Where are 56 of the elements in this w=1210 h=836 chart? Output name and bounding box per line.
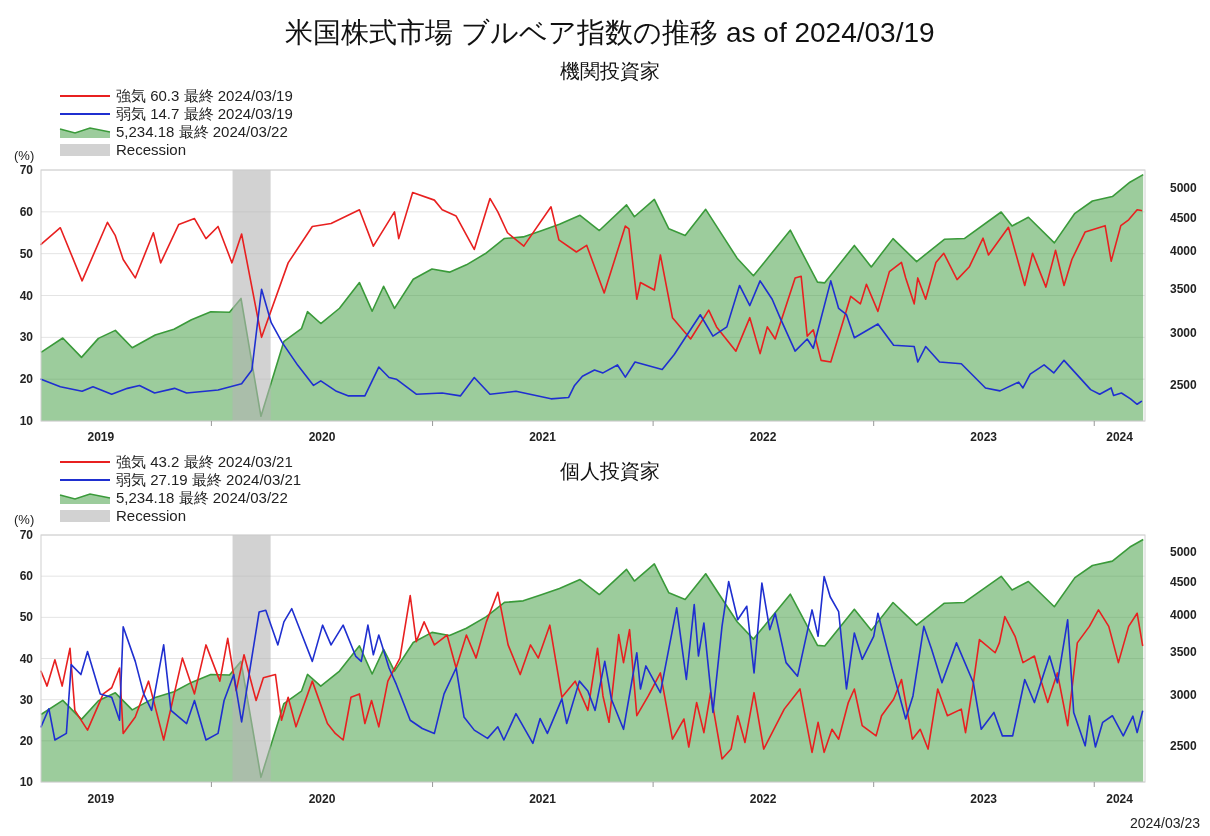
x-tick-label: 2019: [87, 430, 115, 444]
legend-label: 弱気 27.19 最終 2024/03/21: [116, 471, 302, 488]
x-tick-label: 2021: [529, 792, 557, 806]
y2-tick-label: 2500: [1170, 377, 1198, 392]
legend-label: 5,234.18 最終 2024/03/22: [116, 489, 288, 506]
line-series: [40, 280, 1143, 406]
y2-tick-label: 4000: [1170, 244, 1198, 259]
y-tick-label: 10: [19, 414, 34, 428]
y-axis-title: (%): [14, 148, 35, 163]
y2-tick-label: 3000: [1170, 688, 1198, 703]
y2-tick-label: 4500: [1170, 574, 1198, 589]
y2-tick-label: 4500: [1170, 210, 1198, 225]
x-tick-label: 2023: [970, 792, 998, 806]
y-tick-label: 20: [19, 733, 34, 748]
chart-subtitle: 機関投資家: [560, 60, 660, 82]
y-tick-label: 30: [19, 692, 34, 707]
legend-label: 強気 60.3 最終 2024/03/19: [116, 87, 293, 104]
legend-label: Recession: [116, 141, 187, 158]
x-tick-label: 2024: [1106, 792, 1134, 806]
y2-tick-label: 2500: [1170, 739, 1198, 754]
y2-tick-label: 5000: [1170, 545, 1198, 560]
line-series: [40, 591, 1144, 760]
x-tick-label: 2020: [308, 792, 336, 806]
legend-label: 5,234.18 最終 2024/03/22: [116, 123, 288, 140]
x-tick-label: 2024: [1106, 430, 1134, 444]
x-tick-label: 2023: [970, 430, 998, 444]
y-tick-label: 50: [19, 610, 34, 625]
y2-tick-label: 3000: [1170, 325, 1198, 340]
legend-label: 強気 43.2 最終 2024/03/21: [116, 453, 293, 470]
x-tick-label: 2020: [308, 430, 336, 444]
x-tick-label: 2022: [749, 430, 777, 444]
y-tick-label: 40: [19, 651, 34, 666]
line-series: [40, 575, 1144, 748]
y-tick-label: 70: [19, 528, 34, 542]
y-tick-label: 60: [19, 204, 34, 219]
x-tick-label: 2021: [529, 430, 557, 444]
x-tick-label: 2019: [87, 792, 115, 806]
chart-title: 個人投資家: [560, 460, 660, 482]
y-axis-title: (%): [14, 512, 35, 527]
y-tick-label: 50: [19, 246, 34, 261]
y2-tick-label: 3500: [1170, 645, 1198, 660]
legend-label: 弱気 14.7 最終 2024/03/19: [116, 105, 293, 122]
y-tick-label: 20: [19, 372, 34, 387]
y-tick-label: 60: [19, 569, 34, 584]
legend-label: Recession: [116, 507, 187, 524]
y2-tick-label: 4000: [1170, 607, 1198, 622]
line-series: [40, 191, 1143, 363]
x-tick-label: 2022: [749, 792, 777, 806]
y-tick-label: 40: [19, 288, 34, 303]
y-tick-label: 30: [19, 330, 34, 345]
y-tick-label: 70: [19, 163, 34, 177]
y2-tick-label: 3500: [1170, 282, 1198, 297]
y-tick-label: 10: [19, 775, 34, 789]
chart-title: 米国株式市場 ブルベア指数の推移 as of 2024/03/19: [285, 17, 935, 48]
y2-tick-label: 5000: [1170, 180, 1198, 195]
text: 2024/03/23: [1129, 815, 1201, 831]
